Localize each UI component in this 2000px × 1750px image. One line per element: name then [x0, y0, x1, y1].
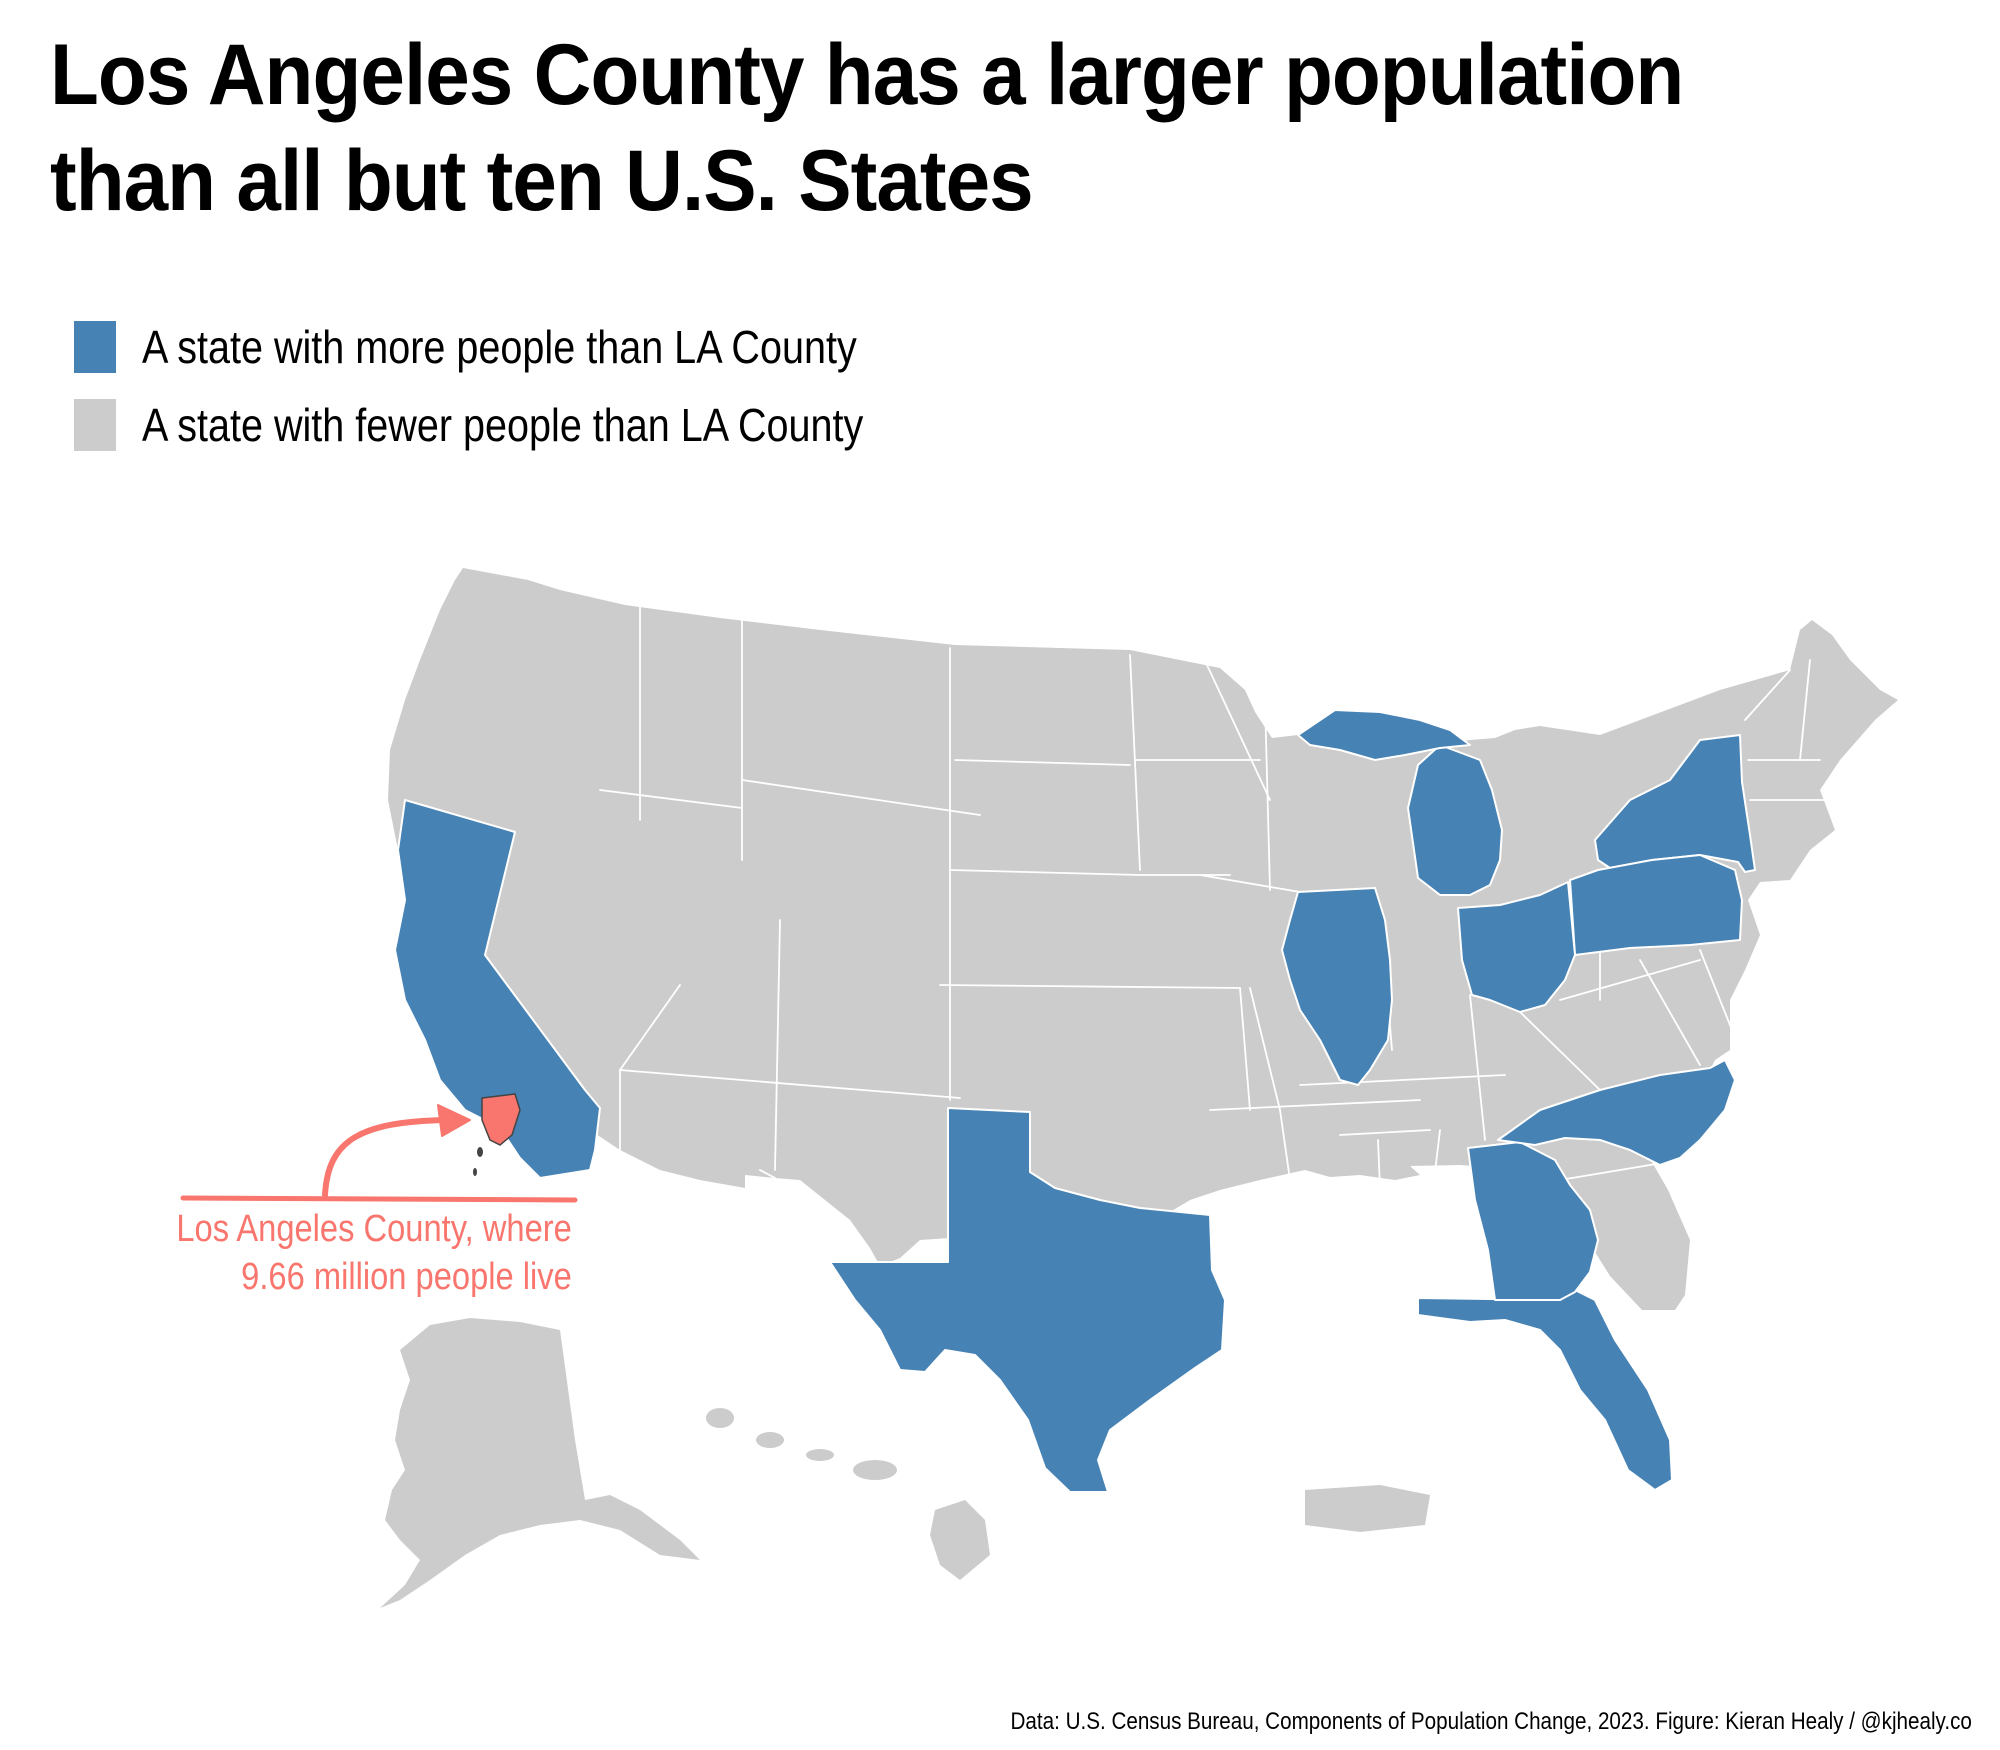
- state-border-line: [1639, 959, 1701, 1066]
- legend: A state with more people than LA County …: [74, 308, 981, 464]
- legend-label-fewer: A state with fewer people than LA County: [142, 399, 864, 451]
- legend-item-more: A state with more people than LA County: [74, 308, 981, 386]
- state-border-line: [1279, 1109, 1301, 1251]
- state-border-line: [1744, 669, 1791, 721]
- state-border-line: [741, 779, 981, 816]
- legend-swatch-fewer: [74, 399, 116, 451]
- state-border-line: [1209, 1099, 1421, 1111]
- title-line-2: than all but ten U.S. States: [50, 133, 1034, 229]
- texas-state: [829, 1107, 1226, 1493]
- la-county-layer: [473, 1093, 521, 1176]
- state-border-line: [599, 789, 743, 809]
- annotation-line-1: Los Angeles County, where: [176, 1208, 572, 1250]
- title-line-1: Los Angeles County has a larger populati…: [50, 27, 1684, 123]
- legend-item-fewer: A state with fewer people than LA County: [74, 386, 981, 464]
- state-border-line: [1559, 959, 1701, 1001]
- state-border-line: [1199, 649, 1271, 801]
- state-border-line: [949, 869, 1141, 876]
- florida-state: [1417, 1289, 1673, 1491]
- legend-swatch-more: [74, 321, 116, 373]
- la-county-annotation: Los Angeles County, where 9.66 million p…: [177, 1205, 572, 1301]
- north-carolina-state: [1497, 1059, 1736, 1166]
- state-border-line: [954, 759, 1131, 766]
- state-border-line: [1419, 1129, 1441, 1301]
- state-border-line: [1239, 987, 1251, 1111]
- alaska: [380, 1318, 700, 1608]
- annotation-line-2: 9.66 million people live: [241, 1256, 573, 1298]
- source-caption: Data: U.S. Census Bureau, Components of …: [1010, 1708, 1972, 1735]
- catalina-island: [477, 1147, 483, 1157]
- state-border-line: [1519, 1011, 1601, 1091]
- state-border-line: [1299, 1074, 1506, 1086]
- state-border-line: [1699, 949, 1741, 1051]
- state-border-line: [1339, 1129, 1431, 1136]
- state-border-line: [1377, 1139, 1386, 1311]
- annotation-arrow-layer: [180, 1104, 578, 1203]
- legend-label-more: A state with more people than LA County: [142, 321, 857, 373]
- states-more-group: [394, 709, 1756, 1493]
- state-border-line: [1469, 994, 1486, 1141]
- state-border-line: [774, 919, 781, 1171]
- state-border-line: [1129, 654, 1141, 871]
- state-border-line: [939, 984, 1241, 989]
- state-border-line: [1759, 889, 1766, 961]
- puerto-rico: [1305, 1485, 1430, 1532]
- illinois-state: [1281, 887, 1393, 1086]
- state-border-line: [1199, 874, 1301, 893]
- georgia-state: [1467, 1141, 1599, 1301]
- hawaii-big-island: [930, 1500, 990, 1580]
- san-clemente-island: [473, 1168, 477, 1176]
- hawaii-molokai: [806, 1449, 834, 1461]
- state-border-line: [1799, 659, 1811, 761]
- state-border-line: [619, 1069, 961, 1099]
- annotation-arrowhead: [437, 1104, 471, 1137]
- chart-title: Los Angeles County has a larger populati…: [50, 22, 1836, 234]
- state-border-line: [619, 984, 681, 1071]
- la-county-shape: [481, 1093, 521, 1146]
- hawaii-maui: [853, 1460, 897, 1480]
- michigan-upper-peninsula: [1297, 709, 1471, 761]
- ohio-state: [1457, 881, 1576, 1013]
- hawaii-kauai: [706, 1408, 734, 1428]
- state-border-line: [1249, 987, 1281, 1111]
- hawaii-oahu: [756, 1432, 784, 1448]
- pennsylvania-state: [1569, 854, 1743, 956]
- state-border-line: [759, 1169, 776, 1179]
- annotation-arrow-curve: [322, 1117, 448, 1198]
- annotation-underline: [180, 1195, 578, 1203]
- california-state: [394, 799, 601, 1179]
